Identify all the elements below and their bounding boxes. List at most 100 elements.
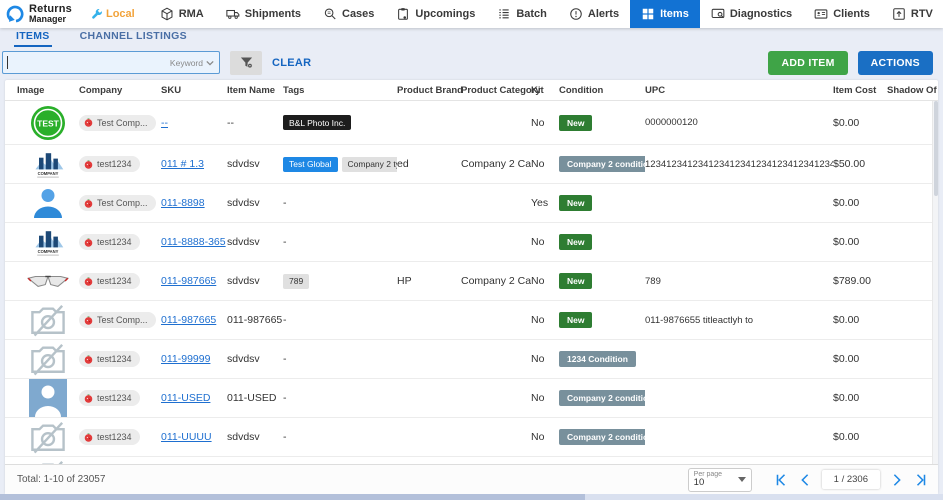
table-row[interactable]: test1234 011-USED 011-USED - No Company 2 con…: [5, 379, 938, 418]
table-row[interactable]: COMPANY test1234 011 # 1.3 sdvdsv Test Globa…: [5, 145, 938, 184]
company-chip[interactable]: Test Comp...: [79, 312, 156, 328]
nav-item-items[interactable]: Items: [630, 0, 700, 28]
company-cell: test1234: [79, 156, 161, 172]
svg-text:TEST: TEST: [37, 118, 60, 128]
table-row[interactable]: TEST Test Comp... -- -- B&L Photo Inc. No New 0…: [5, 101, 938, 145]
sku-link[interactable]: 011-987665: [161, 314, 217, 326]
nav-item-cases[interactable]: Cases: [312, 0, 385, 28]
package-icon: [160, 7, 174, 21]
item-name-cell: sdvdsv: [227, 197, 260, 209]
nav-item-shipments[interactable]: Shipments: [215, 0, 312, 28]
nav-item-alerts[interactable]: Alerts: [558, 0, 630, 28]
nav-item-label: Alerts: [587, 8, 620, 20]
table-row[interactable]: test1234 011-987665 sdvdsv 789 HP Company 2 C…: [5, 262, 938, 301]
company-chip[interactable]: test1234: [79, 234, 140, 250]
nav-item-batch[interactable]: Batch: [486, 0, 558, 28]
item-cost-cell: $0.00: [833, 392, 860, 404]
kit-cell: No: [531, 431, 545, 443]
tag-chip: Company 2 type 2: [341, 156, 397, 172]
condition-cell: New: [559, 273, 645, 289]
upc-cell: 011-9876655 titleactlyh to: [645, 314, 754, 326]
sku-link[interactable]: 011-UUUU: [161, 431, 212, 443]
table-row[interactable]: test1234 011-99999 sdvdsv - No 1234 Condition…: [5, 340, 938, 379]
prev-page-button[interactable]: [798, 473, 812, 487]
nav-item-label: RTV: [910, 8, 933, 20]
tab-channel-listings[interactable]: CHANNEL LISTINGS: [79, 30, 187, 42]
nav-item-rma[interactable]: RMA: [149, 0, 215, 28]
actions-button[interactable]: ACTIONS: [857, 50, 933, 75]
glasses-image: [26, 272, 70, 290]
search-field-wrap: Keyword: [2, 51, 220, 74]
company-chip[interactable]: test1234: [79, 351, 140, 367]
condition-cell: 1234 Condition: [559, 351, 645, 367]
upc-cell: 0000000120: [645, 117, 698, 128]
nav-item-rtv[interactable]: RTV: [881, 0, 943, 28]
sku-link[interactable]: 011-8888-365: [161, 236, 226, 248]
tags-cell: B&L Photo Inc.: [283, 115, 397, 130]
next-page-button[interactable]: [890, 473, 904, 487]
tags-cell: -: [283, 431, 287, 443]
add-item-button[interactable]: ADD ITEM: [768, 50, 848, 75]
nav-item-clients[interactable]: Clients: [803, 0, 881, 28]
sku-link[interactable]: 011-8898: [161, 197, 205, 209]
company-chip[interactable]: Test Comp...: [79, 195, 156, 211]
clear-button[interactable]: CLEAR: [272, 56, 312, 69]
item-image: [17, 379, 79, 417]
sku-link[interactable]: 011-987665: [161, 275, 217, 287]
nav-item-upcomings[interactable]: Upcomings: [385, 0, 486, 28]
horizontal-scrollbar[interactable]: [0, 494, 943, 500]
sku-link[interactable]: 011 # 1.3: [161, 158, 205, 170]
search-input[interactable]: [2, 51, 220, 74]
tags-cell: -: [283, 392, 287, 404]
condition-badge: New: [559, 195, 593, 211]
tab-items[interactable]: ITEMS: [14, 27, 52, 47]
filter-button[interactable]: [230, 50, 262, 75]
kit-cell: No: [531, 392, 545, 404]
item-name-cell: sdvdsv: [227, 431, 260, 443]
item-name-cell: sdvdsv: [227, 236, 260, 248]
vertical-scrollbar-thumb[interactable]: [934, 101, 938, 196]
company-chip[interactable]: test1234: [79, 156, 140, 172]
tag-chip: B&L Photo Inc.: [283, 115, 352, 130]
item-image: COMPANY: [17, 149, 79, 179]
company-chip[interactable]: test1234: [79, 390, 140, 406]
horizontal-scrollbar-thumb[interactable]: [0, 494, 585, 500]
company-chip[interactable]: test1234: [79, 273, 140, 289]
nav-item-diagnostics[interactable]: Diagnostics: [700, 0, 803, 28]
batch-list-icon: [497, 7, 511, 21]
table-row[interactable]: test1234 011-UUUU sdvdsv - No Company 2 condi…: [5, 418, 938, 457]
condition-badge: New: [559, 312, 593, 328]
nav-item-label: RMA: [178, 8, 204, 20]
kit-cell: Yes: [531, 197, 549, 209]
test-badge-image: TEST: [30, 105, 66, 141]
company-chip[interactable]: Test Comp...: [79, 114, 156, 131]
table-row[interactable]: [5, 457, 938, 464]
item-image: [17, 459, 79, 464]
company-chip[interactable]: test1234: [79, 429, 140, 445]
no-image-image: [29, 459, 67, 464]
table-row[interactable]: COMPANY test1234 011-8888-365 sdvdsv - No New $…: [5, 223, 938, 262]
condition-badge: Company 2 condition: [559, 390, 645, 406]
sku-link[interactable]: 011-99999: [161, 353, 211, 365]
column-header-product-brand: Product Brand: [397, 84, 463, 96]
nav-item-label: Clients: [833, 8, 870, 20]
app-logo[interactable]: Returns Manager: [6, 4, 72, 24]
sku-link[interactable]: 011-USED: [161, 392, 211, 404]
sku-link[interactable]: --: [161, 116, 168, 129]
company-cell: test1234: [79, 351, 161, 367]
per-page-select[interactable]: Per page 10: [687, 467, 752, 492]
vertical-scrollbar[interactable]: [932, 101, 938, 464]
tags-cell: 789: [283, 273, 397, 289]
table-row[interactable]: Test Comp... 011-8898 sdvdsv - Yes New $0.00: [5, 184, 938, 223]
kit-cell: No: [531, 275, 545, 287]
tag-chip: Test Global: [283, 156, 338, 172]
last-page-button[interactable]: [914, 473, 928, 487]
first-page-button[interactable]: [774, 473, 788, 487]
table-row[interactable]: Test Comp... 011-987665 011-987665- No New 01…: [5, 301, 938, 340]
column-header-tags: Tags: [283, 84, 305, 96]
condition-cell: New: [559, 195, 645, 211]
sku-cell: 011-99999: [161, 353, 227, 365]
column-header-sku: SKU: [161, 84, 182, 96]
company-cell: test1234: [79, 234, 161, 250]
search-type-select[interactable]: Keyword: [170, 51, 214, 74]
